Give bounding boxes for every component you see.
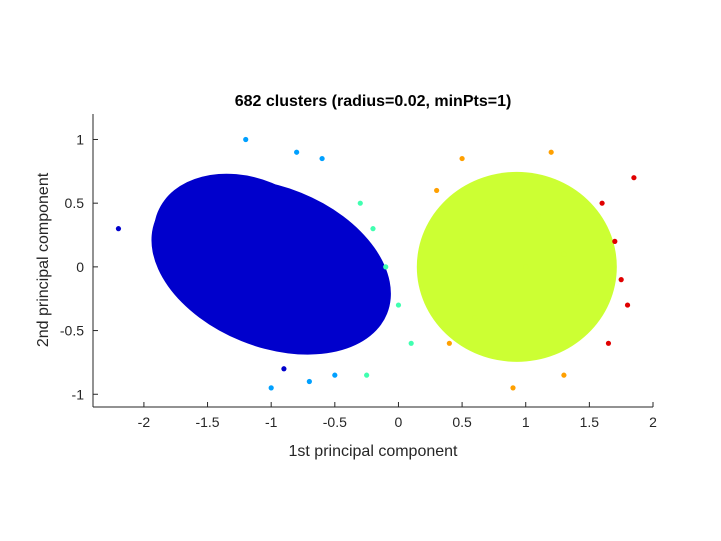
data-point <box>472 315 478 321</box>
data-point <box>510 385 516 391</box>
data-point <box>497 353 503 359</box>
data-point <box>446 340 452 346</box>
y-tick-label: -0.5 <box>60 323 84 339</box>
data-point <box>319 155 325 162</box>
data-point <box>523 264 529 270</box>
data-point <box>294 264 300 270</box>
data-point <box>344 315 351 321</box>
data-point <box>484 200 491 206</box>
data-point <box>319 289 325 295</box>
data-point <box>230 175 236 181</box>
data-points <box>115 136 637 391</box>
data-point <box>294 149 300 155</box>
data-point <box>510 175 516 181</box>
x-tick-label: -1 <box>265 414 278 430</box>
x-axis-label: 1st principal component <box>289 443 459 460</box>
data-point <box>624 302 631 308</box>
data-point <box>548 327 554 334</box>
data-point <box>618 277 624 283</box>
data-point <box>408 340 414 346</box>
data-point <box>255 327 262 334</box>
data-point <box>370 226 376 232</box>
y-ticks: -1 -0.5 0 0.5 1 <box>60 131 98 402</box>
data-point <box>115 226 122 232</box>
x-tick-label: -1.5 <box>195 414 219 430</box>
data-point <box>561 372 567 378</box>
cluster-blobs <box>151 171 617 362</box>
x-tick-label: 0.5 <box>452 414 472 430</box>
data-point <box>204 302 211 308</box>
x-tick-label: -0.5 <box>323 414 347 430</box>
data-point <box>306 340 312 346</box>
data-point <box>434 187 440 194</box>
data-point <box>192 187 198 194</box>
data-point <box>459 238 465 244</box>
data-point <box>243 136 249 143</box>
y-tick-label: 0 <box>76 259 84 275</box>
data-point <box>605 340 612 346</box>
data-point <box>459 155 465 162</box>
data-point <box>243 226 249 232</box>
data-point <box>561 251 567 257</box>
data-point <box>612 238 618 244</box>
data-point <box>306 378 312 385</box>
data-point <box>268 385 274 391</box>
data-point <box>154 251 160 257</box>
data-point <box>332 372 338 378</box>
data-point <box>364 372 370 378</box>
x-ticks: -2 -1.5 -1 -0.5 0 0.5 1 1.5 2 <box>138 402 657 430</box>
data-point <box>357 200 363 206</box>
data-point <box>166 213 172 219</box>
cluster-right-body <box>416 171 617 362</box>
data-point <box>631 175 637 181</box>
data-point <box>281 366 287 372</box>
x-tick-label: 2 <box>649 414 657 430</box>
data-point <box>268 238 274 244</box>
data-point <box>574 289 580 295</box>
y-tick-label: 1 <box>76 131 84 147</box>
chart-title: 682 clusters (radius=0.02, minPts=1) <box>235 93 512 110</box>
x-tick-label: 0 <box>395 414 403 430</box>
y-tick-label: 0.5 <box>65 195 85 211</box>
data-point <box>383 264 389 270</box>
data-point <box>548 149 554 155</box>
axes <box>92 114 653 408</box>
x-tick-label: -2 <box>138 414 151 430</box>
data-point <box>535 213 542 219</box>
data-point <box>395 302 402 308</box>
x-tick-label: 1 <box>522 414 530 430</box>
data-point <box>217 200 223 206</box>
y-axis-label: 2nd principal component <box>35 172 52 347</box>
y-tick-label: -1 <box>72 386 85 402</box>
data-point <box>599 200 605 206</box>
cluster-left-core <box>153 173 338 322</box>
x-tick-label: 1.5 <box>580 414 600 430</box>
